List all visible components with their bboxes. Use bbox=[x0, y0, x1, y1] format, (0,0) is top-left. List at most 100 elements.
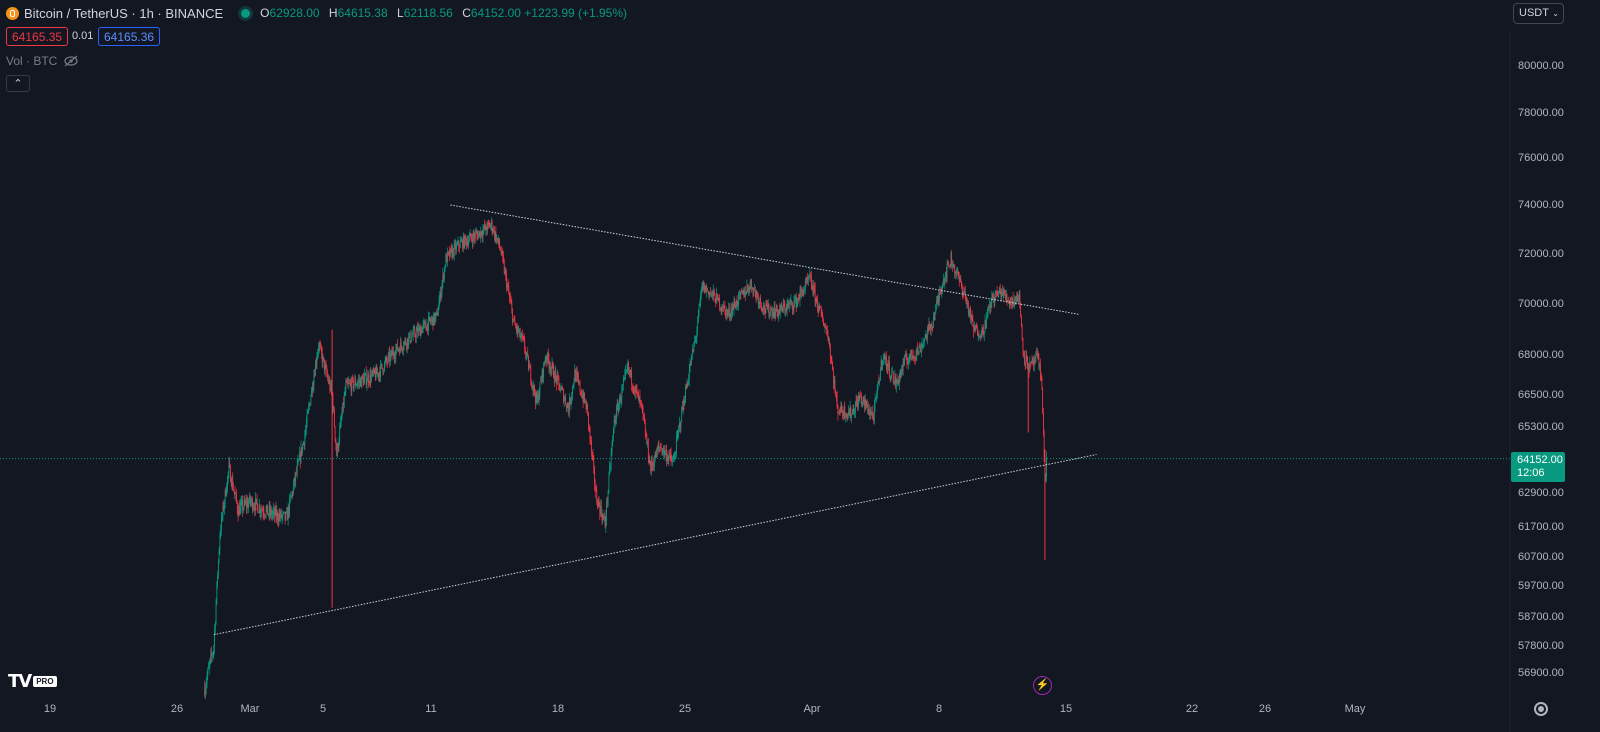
candle-body bbox=[323, 357, 325, 360]
candle-body bbox=[1030, 361, 1032, 364]
candle-body bbox=[754, 288, 755, 290]
candle-body bbox=[859, 396, 861, 400]
candle-body bbox=[914, 357, 916, 359]
candle-body bbox=[792, 308, 794, 310]
candle-body bbox=[339, 428, 341, 442]
candle-body bbox=[827, 335, 829, 341]
candle-body bbox=[223, 504, 225, 510]
candle-body bbox=[672, 460, 673, 462]
candle-body bbox=[663, 447, 664, 452]
ohlc-open-key: O bbox=[260, 6, 270, 20]
candle-body bbox=[578, 381, 580, 383]
candle-body bbox=[772, 311, 774, 317]
candle-body bbox=[642, 407, 644, 415]
candle-body bbox=[991, 293, 993, 304]
candle-body bbox=[639, 396, 641, 402]
candle-body bbox=[763, 304, 764, 311]
candle-body bbox=[878, 381, 880, 383]
candle-body bbox=[405, 339, 407, 345]
candle-body bbox=[867, 404, 868, 408]
price-tick: 56900.00 bbox=[1518, 667, 1564, 679]
candle-body bbox=[600, 505, 601, 515]
candle-body bbox=[729, 308, 730, 316]
eye-off-icon[interactable] bbox=[63, 55, 79, 67]
candle-body bbox=[687, 383, 689, 385]
candle-body bbox=[555, 371, 557, 377]
candle-body bbox=[897, 379, 899, 383]
candle-body bbox=[412, 329, 414, 336]
candle-body bbox=[503, 256, 504, 262]
candle-body bbox=[588, 425, 590, 427]
candle-body bbox=[805, 281, 807, 283]
candle-body bbox=[333, 409, 335, 427]
trendlines[interactable] bbox=[213, 204, 1097, 636]
candle-body bbox=[509, 293, 510, 298]
time-tick: 8 bbox=[935, 703, 943, 715]
candle-body bbox=[647, 441, 649, 459]
candle-body bbox=[952, 265, 954, 268]
candle-body bbox=[769, 313, 771, 316]
settings-gear-icon[interactable] bbox=[1534, 702, 1548, 716]
currency-select[interactable]: USDT ⌄ bbox=[1513, 3, 1564, 24]
resistance-trendline[interactable] bbox=[450, 204, 1079, 315]
price-tick: 74000.00 bbox=[1518, 199, 1564, 211]
candle-body bbox=[874, 400, 876, 406]
candle-body bbox=[220, 531, 222, 536]
candle-body bbox=[263, 513, 265, 515]
candle-body bbox=[699, 301, 701, 306]
candle-body bbox=[462, 236, 464, 249]
lightning-icon[interactable]: ⚡ bbox=[1033, 676, 1052, 695]
chevron-up-icon: ⌃ bbox=[13, 78, 23, 90]
candle-body bbox=[544, 361, 546, 364]
candle-body bbox=[953, 264, 955, 266]
candle-body bbox=[371, 374, 372, 382]
candle-body bbox=[747, 286, 749, 289]
candle-body bbox=[892, 371, 893, 373]
candle-body bbox=[888, 362, 890, 368]
candle-body bbox=[205, 688, 206, 696]
candle-body bbox=[981, 327, 983, 337]
tradingview-logo[interactable]: TV PRO bbox=[8, 671, 57, 692]
candle-body bbox=[471, 237, 473, 240]
support-trendline[interactable] bbox=[213, 454, 1097, 636]
candle-body bbox=[798, 298, 799, 300]
candle-body bbox=[1037, 354, 1039, 356]
candle-body bbox=[286, 512, 287, 513]
candle-body bbox=[484, 224, 486, 230]
candle-body bbox=[370, 373, 372, 382]
candle-body bbox=[302, 442, 304, 445]
candle-body bbox=[830, 357, 832, 359]
price-tick: 65300.00 bbox=[1518, 421, 1564, 433]
candle-body bbox=[813, 285, 815, 294]
candle-body bbox=[453, 248, 454, 256]
candle-body bbox=[396, 343, 398, 351]
buy-price-button[interactable]: 64165.36 bbox=[98, 27, 161, 46]
candle-body bbox=[358, 380, 360, 383]
candle-body bbox=[945, 272, 946, 279]
candle-body bbox=[246, 501, 248, 507]
candle-body bbox=[806, 277, 808, 283]
candle-body bbox=[671, 459, 673, 462]
candle-body bbox=[966, 298, 968, 305]
candle-body bbox=[413, 329, 415, 330]
candle-body bbox=[616, 405, 618, 408]
candle-body bbox=[691, 349, 693, 356]
candle-body bbox=[901, 368, 903, 375]
candle-body bbox=[632, 385, 633, 387]
candle-body bbox=[809, 274, 811, 278]
candle-body bbox=[641, 403, 643, 408]
candle-body bbox=[277, 512, 278, 520]
candle-body bbox=[703, 283, 705, 290]
symbol-title[interactable]: Bitcoin / TetherUS · 1h · BINANCE bbox=[24, 5, 224, 21]
collapse-legend-button[interactable]: ⌃ bbox=[6, 75, 30, 92]
candle-body bbox=[628, 362, 630, 371]
candle-body bbox=[729, 315, 731, 317]
candle-body bbox=[803, 290, 805, 296]
candle-body bbox=[425, 327, 427, 331]
ohlc-values: O62928.00 H64615.38 L62118.56 C64152.00 … bbox=[260, 6, 627, 20]
sell-price-button[interactable]: 64165.35 bbox=[6, 27, 69, 46]
time-tick: 11 bbox=[425, 703, 437, 715]
candle-body bbox=[283, 511, 285, 513]
candle-body bbox=[374, 372, 376, 379]
